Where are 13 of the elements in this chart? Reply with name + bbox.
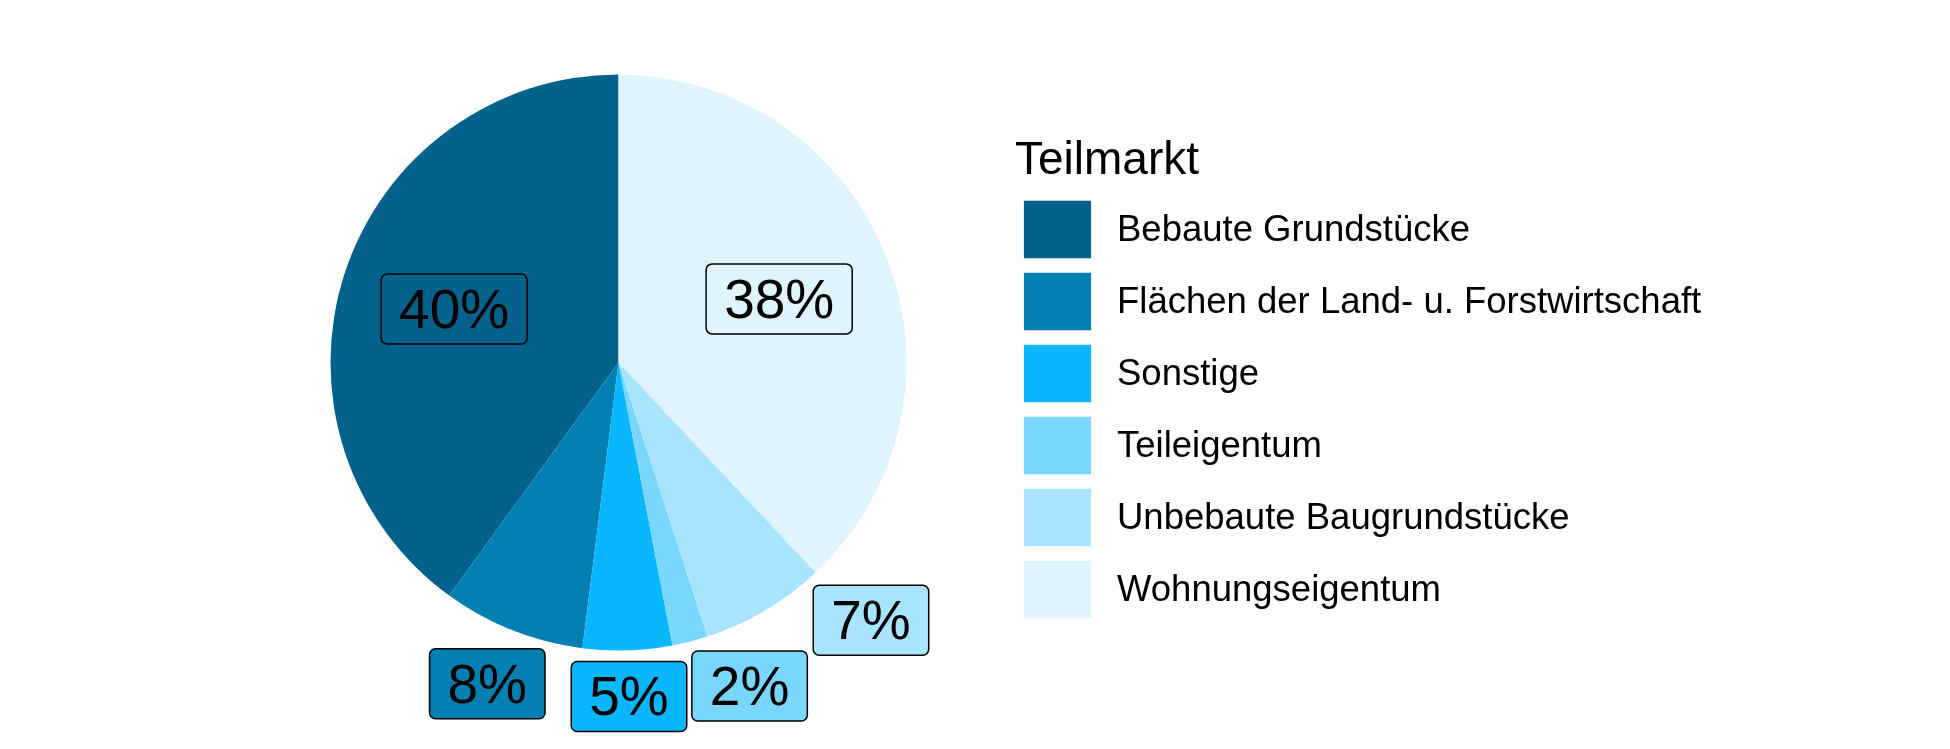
legend-title: Teilmarkt xyxy=(1015,131,1201,185)
legend-label: Wohnungseigentum xyxy=(1117,568,1441,610)
legend-label: Flächen der Land- u. Forstwirtschaft xyxy=(1117,280,1702,322)
data-label: 7% xyxy=(831,589,911,652)
legend-label: Teileigentum xyxy=(1117,424,1322,466)
data-label: 40% xyxy=(399,278,510,341)
data-label: 2% xyxy=(709,655,790,718)
data-label: 8% xyxy=(447,652,528,715)
legend-label: Sonstige xyxy=(1117,352,1260,394)
data-label: 38% xyxy=(724,267,835,330)
data-label: 5% xyxy=(589,665,669,728)
legend-label: Bebaute Grundstücke xyxy=(1117,208,1471,250)
legend-label: Unbebaute Baugrundstücke xyxy=(1117,496,1570,538)
